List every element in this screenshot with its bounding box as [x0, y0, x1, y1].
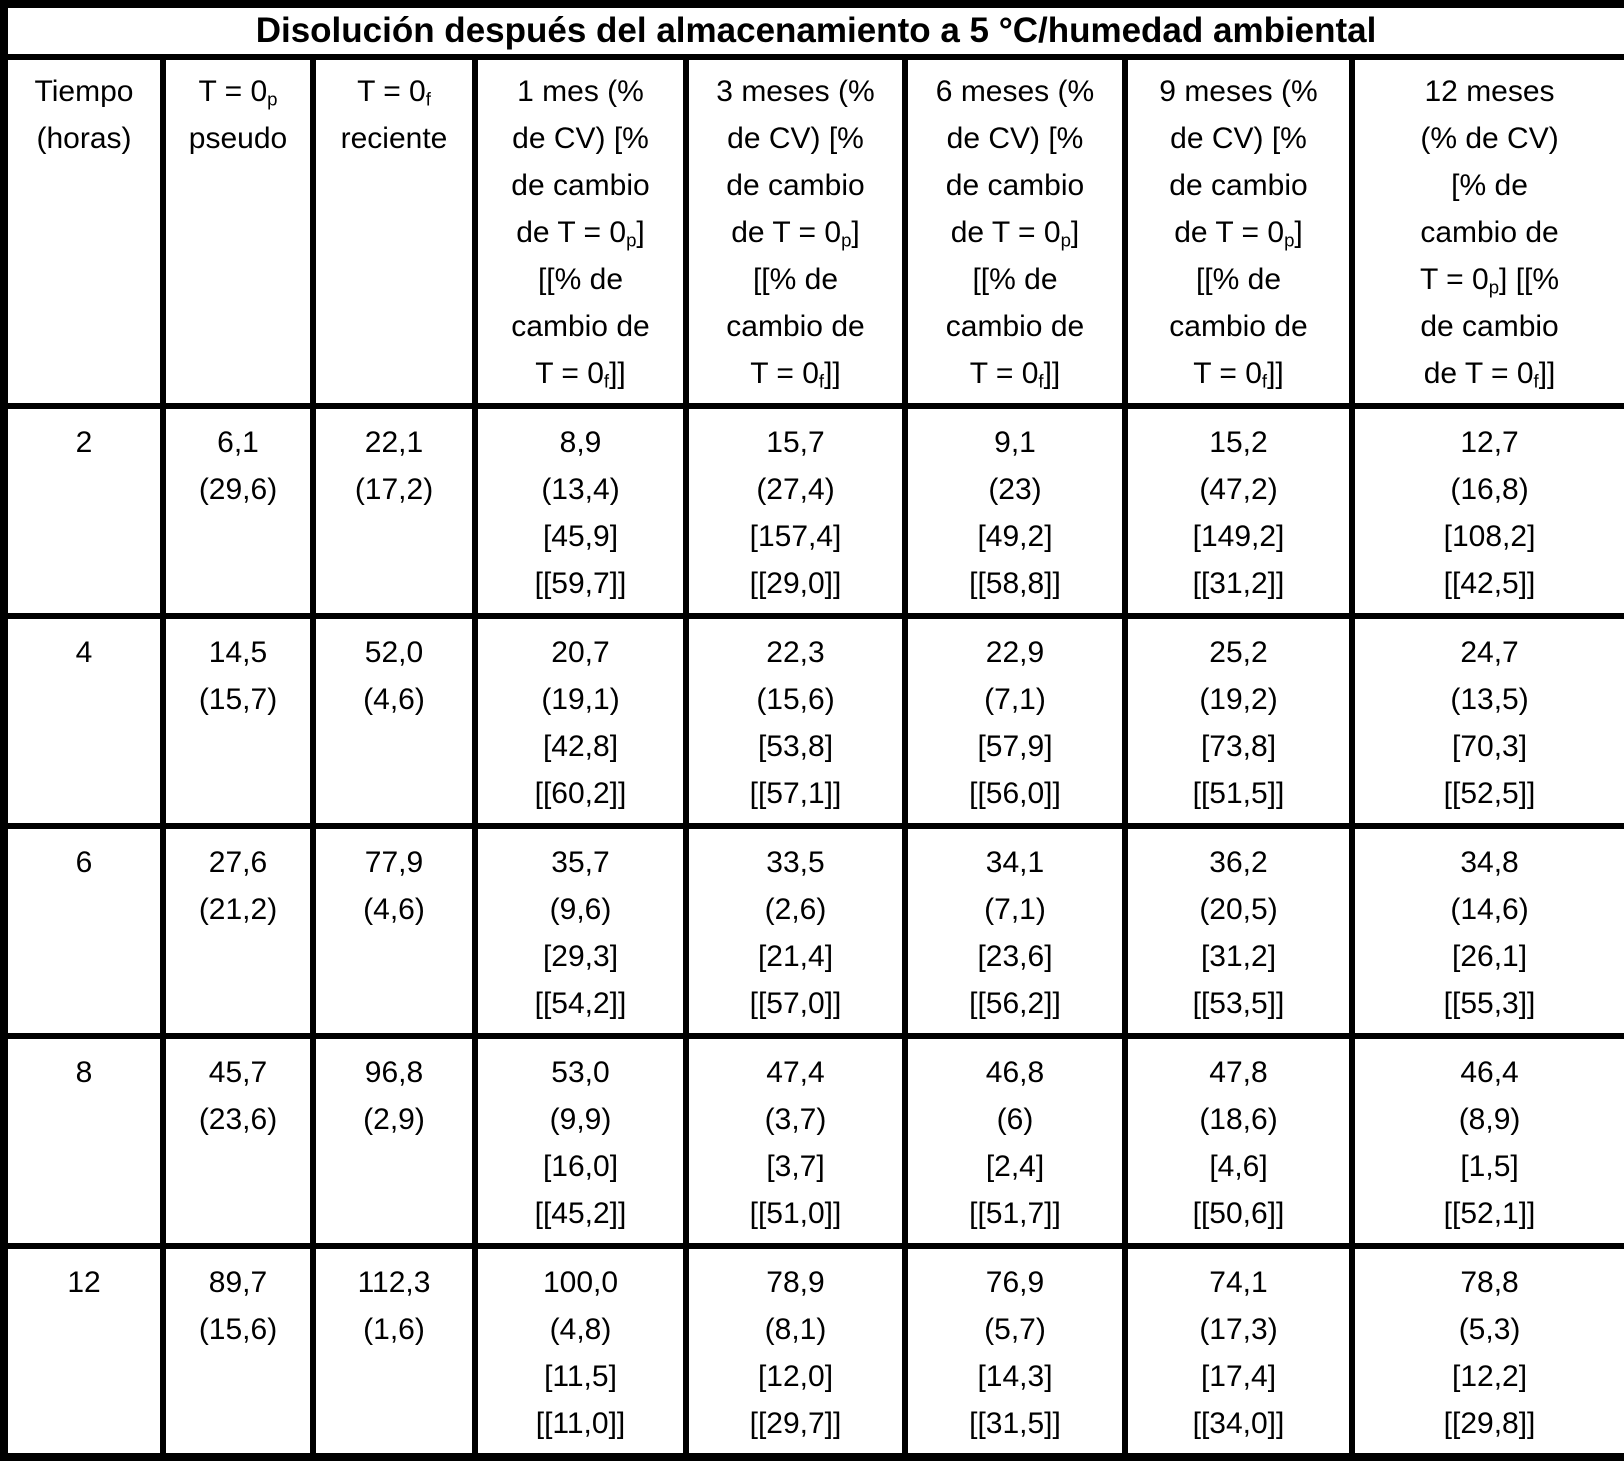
column-header-t0p-pseudo: T = 0p pseudo	[160, 54, 316, 409]
data-cell-9meses: 36,2 (20,5) [31,2] [[53,5]]	[1122, 823, 1355, 1039]
data-cell-t0f: 96,8 (2,9)	[310, 1033, 478, 1249]
data-cell-t0f: 112,3 (1,6)	[310, 1243, 478, 1460]
data-cell-t0f: 22,1 (17,2)	[310, 403, 478, 619]
table-row-4h: 4 14,5 (15,7) 52,0 (4,6) 20,7 (19,1) [42…	[1, 613, 1624, 829]
column-header-12-meses: 12 meses (% de CV) [% de cambio de T = 0p] […	[1348, 54, 1624, 409]
data-cell-3meses: 33,5 (2,6) [21,4] [[57,0]]	[683, 823, 908, 1039]
column-header-3-meses: 3 meses (% de CV) [% de cambio de T = 0p][[…	[683, 54, 908, 409]
data-cell-t0f: 52,0 (4,6)	[310, 613, 478, 829]
data-cell-6meses: 22,9 (7,1) [57,9] [[56,0]]	[902, 613, 1128, 829]
data-cell-t0p: 6,1 (29,6)	[160, 403, 316, 619]
data-cell-6meses: 76,9 (5,7) [14,3] [[31,5]]	[902, 1243, 1128, 1460]
data-cell-3meses: 22,3 (15,6) [53,8] [[57,1]]	[683, 613, 908, 829]
data-cell-9meses: 74,1 (17,3) [17,4] [[34,0]]	[1122, 1243, 1355, 1460]
data-cell-6meses: 9,1 (23) [49,2] [[58,8]]	[902, 403, 1128, 619]
column-header-tiempo: Tiempo (horas)	[1, 54, 166, 409]
data-cell-6meses: 46,8 (6) [2,4] [[51,7]]	[902, 1033, 1128, 1249]
column-header-6-meses: 6 meses (% de CV) [% de cambio de T = 0p][[…	[902, 54, 1128, 409]
time-cell: 4	[1, 613, 166, 829]
data-cell-9meses: 15,2 (47,2) [149,2] [[31,2]]	[1122, 403, 1355, 619]
data-cell-t0p: 45,7 (23,6)	[160, 1033, 316, 1249]
data-cell-12meses: 24,7 (13,5) [70,3] [[52,5]]	[1348, 613, 1624, 829]
data-cell-6meses: 34,1 (7,1) [23,6] [[56,2]]	[902, 823, 1128, 1039]
data-cell-12meses: 12,7 (16,8) [108,2] [[42,5]]	[1348, 403, 1624, 619]
title-row: Disolución después del almacenamiento a …	[0, 1, 1624, 60]
data-cell-3meses: 47,4 (3,7) [3,7] [[51,0]]	[683, 1033, 908, 1249]
data-cell-1mes: 53,0 (9,9) [16,0] [[45,2]]	[472, 1033, 689, 1249]
data-cell-t0p: 14,5 (15,7)	[160, 613, 316, 829]
data-cell-12meses: 46,4 (8,9) [1,5] [[52,1]]	[1348, 1033, 1624, 1249]
table-row-8h: 8 45,7 (23,6) 96,8 (2,9) 53,0 (9,9) [16,…	[1, 1033, 1624, 1249]
column-header-1-mes: 1 mes (% de CV) [% de cambio de T = 0p] [[% …	[472, 54, 689, 409]
data-cell-t0f: 77,9 (4,6)	[310, 823, 478, 1039]
data-cell-3meses: 15,7 (27,4) [157,4] [[29,0]]	[683, 403, 908, 619]
header-row: Tiempo (horas) T = 0p pseudo T = 0f recient…	[1, 54, 1624, 409]
time-cell: 12	[1, 1243, 166, 1460]
column-header-t0f-reciente: T = 0f reciente	[310, 54, 478, 409]
column-header-9-meses: 9 meses (% de CV) [% de cambio de T = 0p][[…	[1122, 54, 1355, 409]
data-cell-1mes: 35,7 (9,6) [29,3] [[54,2]]	[472, 823, 689, 1039]
data-cell-3meses: 78,9 (8,1) [12,0] [[29,7]]	[683, 1243, 908, 1460]
table-row-12h: 12 89,7 (15,6) 112,3 (1,6) 100,0 (4,8) […	[1, 1243, 1624, 1460]
data-cell-12meses: 34,8 (14,6) [26,1] [[55,3]]	[1348, 823, 1624, 1039]
time-cell: 8	[1, 1033, 166, 1249]
data-cell-t0p: 89,7 (15,6)	[160, 1243, 316, 1460]
table-title: Disolución después del almacenamiento a …	[0, 1, 1624, 60]
table-row-6h: 6 27,6 (21,2) 77,9 (4,6) 35,7 (9,6) [29,…	[1, 823, 1624, 1039]
data-cell-9meses: 47,8 (18,6) [4,6] [[50,6]]	[1122, 1033, 1355, 1249]
data-cell-1mes: 100,0 (4,8) [11,5] [[11,0]]	[472, 1243, 689, 1460]
data-cell-1mes: 8,9 (13,4) [45,9] [[59,7]]	[472, 403, 689, 619]
table-row-2h: 2 6,1 (29,6) 22,1 (17,2) 8,9 (13,4) [45,…	[1, 403, 1624, 619]
data-cell-1mes: 20,7 (19,1) [42,8] [[60,2]]	[472, 613, 689, 829]
time-cell: 6	[1, 823, 166, 1039]
time-cell: 2	[1, 403, 166, 619]
data-cell-12meses: 78,8 (5,3) [12,2] [[29,8]]	[1348, 1243, 1624, 1460]
data-cell-t0p: 27,6 (21,2)	[160, 823, 316, 1039]
data-cell-9meses: 25,2 (19,2) [73,8] [[51,5]]	[1122, 613, 1355, 829]
